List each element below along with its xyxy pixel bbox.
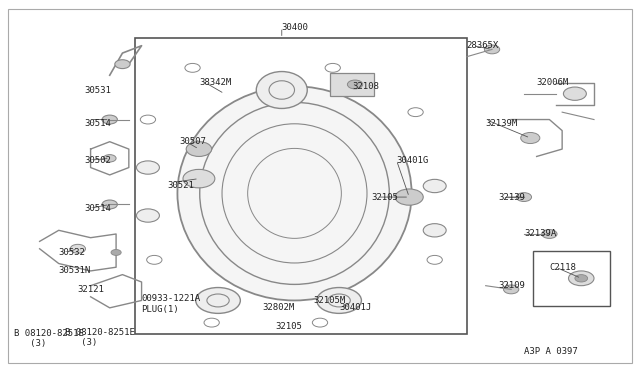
Text: 32105: 32105 xyxy=(371,193,398,202)
FancyBboxPatch shape xyxy=(8,9,632,363)
Circle shape xyxy=(423,224,446,237)
Text: 32105: 32105 xyxy=(275,322,302,331)
Circle shape xyxy=(70,244,86,253)
Text: 32006M: 32006M xyxy=(537,78,569,87)
Text: 32108: 32108 xyxy=(352,82,379,91)
Ellipse shape xyxy=(196,288,241,313)
Text: 30400: 30400 xyxy=(282,23,308,32)
Circle shape xyxy=(484,45,500,54)
Circle shape xyxy=(568,271,594,286)
Circle shape xyxy=(186,142,212,157)
Text: 32139: 32139 xyxy=(499,193,525,202)
Text: 30531N: 30531N xyxy=(59,266,91,275)
Ellipse shape xyxy=(177,86,412,301)
Circle shape xyxy=(521,132,540,144)
Text: C2118: C2118 xyxy=(549,263,576,272)
Circle shape xyxy=(183,169,215,188)
Circle shape xyxy=(136,161,159,174)
Text: 32109: 32109 xyxy=(499,281,525,290)
Text: 30531: 30531 xyxy=(84,86,111,94)
Circle shape xyxy=(102,200,117,209)
Text: 30532: 30532 xyxy=(59,248,86,257)
Text: 32121: 32121 xyxy=(78,285,105,294)
Text: 30502: 30502 xyxy=(84,155,111,165)
Ellipse shape xyxy=(256,71,307,109)
Text: 30514: 30514 xyxy=(84,119,111,128)
Circle shape xyxy=(563,87,586,100)
Circle shape xyxy=(115,60,130,68)
Circle shape xyxy=(136,209,159,222)
Circle shape xyxy=(102,115,117,124)
FancyBboxPatch shape xyxy=(534,251,610,306)
Circle shape xyxy=(504,285,519,294)
Text: 28365X: 28365X xyxy=(467,41,499,50)
Text: 32802M: 32802M xyxy=(262,303,295,312)
Circle shape xyxy=(575,275,588,282)
Text: 30507: 30507 xyxy=(180,137,207,146)
Circle shape xyxy=(111,250,121,256)
Circle shape xyxy=(516,193,532,202)
Text: B 08120-8251E
   (3): B 08120-8251E (3) xyxy=(65,328,135,347)
Text: 30521: 30521 xyxy=(167,182,194,190)
FancyBboxPatch shape xyxy=(330,73,374,96)
Circle shape xyxy=(103,155,116,162)
Text: 38342M: 38342M xyxy=(199,78,231,87)
Text: B 08120-8251E
   (3): B 08120-8251E (3) xyxy=(14,329,84,349)
Ellipse shape xyxy=(317,288,362,313)
Text: 30401G: 30401G xyxy=(396,155,429,165)
Circle shape xyxy=(423,179,446,193)
Text: A3P A 0397: A3P A 0397 xyxy=(524,347,578,356)
Text: 30514: 30514 xyxy=(84,203,111,213)
Bar xyxy=(135,38,467,334)
Text: 30401J: 30401J xyxy=(339,303,371,312)
Text: 32139A: 32139A xyxy=(524,230,556,238)
Circle shape xyxy=(348,80,363,89)
Text: 32139M: 32139M xyxy=(486,119,518,128)
Circle shape xyxy=(395,189,423,205)
Text: 00933-1221A
PLUG(1): 00933-1221A PLUG(1) xyxy=(141,295,201,314)
Circle shape xyxy=(541,230,557,238)
Text: 32105M: 32105M xyxy=(314,296,346,305)
